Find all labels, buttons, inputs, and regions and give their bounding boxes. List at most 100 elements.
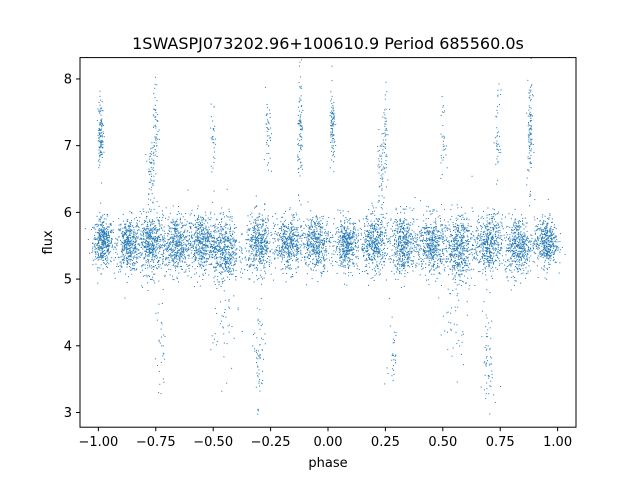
data-point bbox=[235, 240, 237, 242]
data-point bbox=[213, 252, 215, 254]
data-point bbox=[257, 238, 259, 240]
data-point bbox=[342, 239, 344, 241]
data-point bbox=[225, 224, 227, 226]
data-point bbox=[369, 236, 371, 238]
data-point bbox=[208, 240, 210, 242]
data-point bbox=[94, 224, 96, 226]
data-point bbox=[367, 218, 369, 220]
data-point bbox=[311, 237, 313, 239]
data-point bbox=[84, 228, 86, 230]
data-point bbox=[345, 251, 347, 253]
data-point bbox=[114, 277, 116, 279]
data-point bbox=[307, 265, 309, 267]
data-point bbox=[106, 230, 108, 232]
data-point bbox=[345, 238, 347, 240]
data-point bbox=[223, 234, 225, 236]
data-point bbox=[156, 237, 158, 239]
data-point bbox=[132, 235, 134, 237]
data-point bbox=[391, 236, 393, 238]
data-point bbox=[172, 239, 174, 241]
data-point bbox=[364, 260, 366, 262]
data-point bbox=[255, 255, 257, 257]
data-point bbox=[326, 258, 328, 260]
data-point bbox=[133, 262, 135, 264]
data-point bbox=[404, 248, 406, 250]
data-point bbox=[366, 249, 368, 251]
data-point bbox=[309, 227, 311, 229]
data-point bbox=[203, 219, 205, 221]
data-point bbox=[229, 268, 231, 270]
data-point bbox=[127, 229, 129, 231]
data-point bbox=[371, 246, 373, 248]
data-point bbox=[290, 222, 292, 224]
data-point bbox=[180, 256, 182, 258]
data-point bbox=[145, 241, 147, 243]
data-point bbox=[263, 277, 265, 279]
data-point bbox=[398, 241, 400, 243]
data-point bbox=[104, 256, 106, 258]
data-point bbox=[347, 246, 349, 248]
data-point bbox=[99, 235, 101, 237]
data-point bbox=[312, 253, 314, 255]
data-point bbox=[279, 234, 281, 236]
data-point bbox=[219, 256, 221, 258]
data-point bbox=[100, 221, 102, 223]
data-point bbox=[381, 220, 383, 222]
data-point bbox=[248, 265, 250, 267]
data-point bbox=[372, 243, 374, 245]
data-point bbox=[292, 239, 294, 241]
data-point bbox=[339, 251, 341, 253]
data-point bbox=[162, 258, 164, 260]
data-point bbox=[315, 237, 317, 239]
data-point bbox=[132, 247, 134, 249]
data-point bbox=[227, 245, 229, 247]
data-point bbox=[170, 248, 172, 250]
data-point bbox=[174, 250, 176, 252]
data-point bbox=[373, 241, 375, 243]
data-point bbox=[221, 280, 223, 282]
data-point bbox=[162, 262, 164, 264]
data-point bbox=[206, 261, 208, 263]
data-point bbox=[213, 225, 215, 227]
data-point bbox=[316, 228, 318, 230]
data-point bbox=[125, 258, 127, 259]
data-point bbox=[174, 244, 176, 246]
data-point bbox=[256, 269, 258, 271]
data-point bbox=[105, 235, 107, 237]
data-point bbox=[379, 253, 381, 255]
data-point bbox=[294, 245, 296, 247]
data-point bbox=[184, 230, 186, 232]
data-point bbox=[97, 245, 99, 247]
data-point bbox=[378, 271, 380, 273]
data-point bbox=[309, 232, 311, 234]
data-point bbox=[283, 250, 285, 252]
data-point bbox=[235, 239, 237, 241]
data-point bbox=[294, 234, 296, 236]
data-point bbox=[214, 267, 216, 269]
data-point bbox=[377, 268, 379, 270]
data-point bbox=[100, 229, 102, 231]
data-point bbox=[295, 243, 297, 245]
data-point bbox=[161, 227, 163, 229]
data-point bbox=[137, 226, 139, 228]
data-point bbox=[357, 247, 359, 249]
data-point bbox=[348, 228, 350, 230]
data-point bbox=[292, 226, 294, 228]
data-point bbox=[253, 222, 255, 224]
data-point bbox=[180, 249, 182, 251]
data-point bbox=[200, 224, 202, 226]
data-point bbox=[126, 249, 128, 251]
data-point bbox=[260, 240, 262, 242]
data-point bbox=[151, 248, 153, 250]
data-point bbox=[306, 252, 308, 254]
data-point bbox=[156, 249, 158, 251]
data-point bbox=[258, 248, 260, 250]
data-point bbox=[181, 243, 183, 245]
data-point bbox=[299, 237, 301, 239]
data-point bbox=[374, 226, 376, 228]
data-point bbox=[256, 240, 258, 242]
data-point bbox=[284, 268, 286, 270]
data-point bbox=[251, 264, 253, 266]
data-point bbox=[251, 238, 253, 240]
data-point bbox=[235, 275, 237, 277]
